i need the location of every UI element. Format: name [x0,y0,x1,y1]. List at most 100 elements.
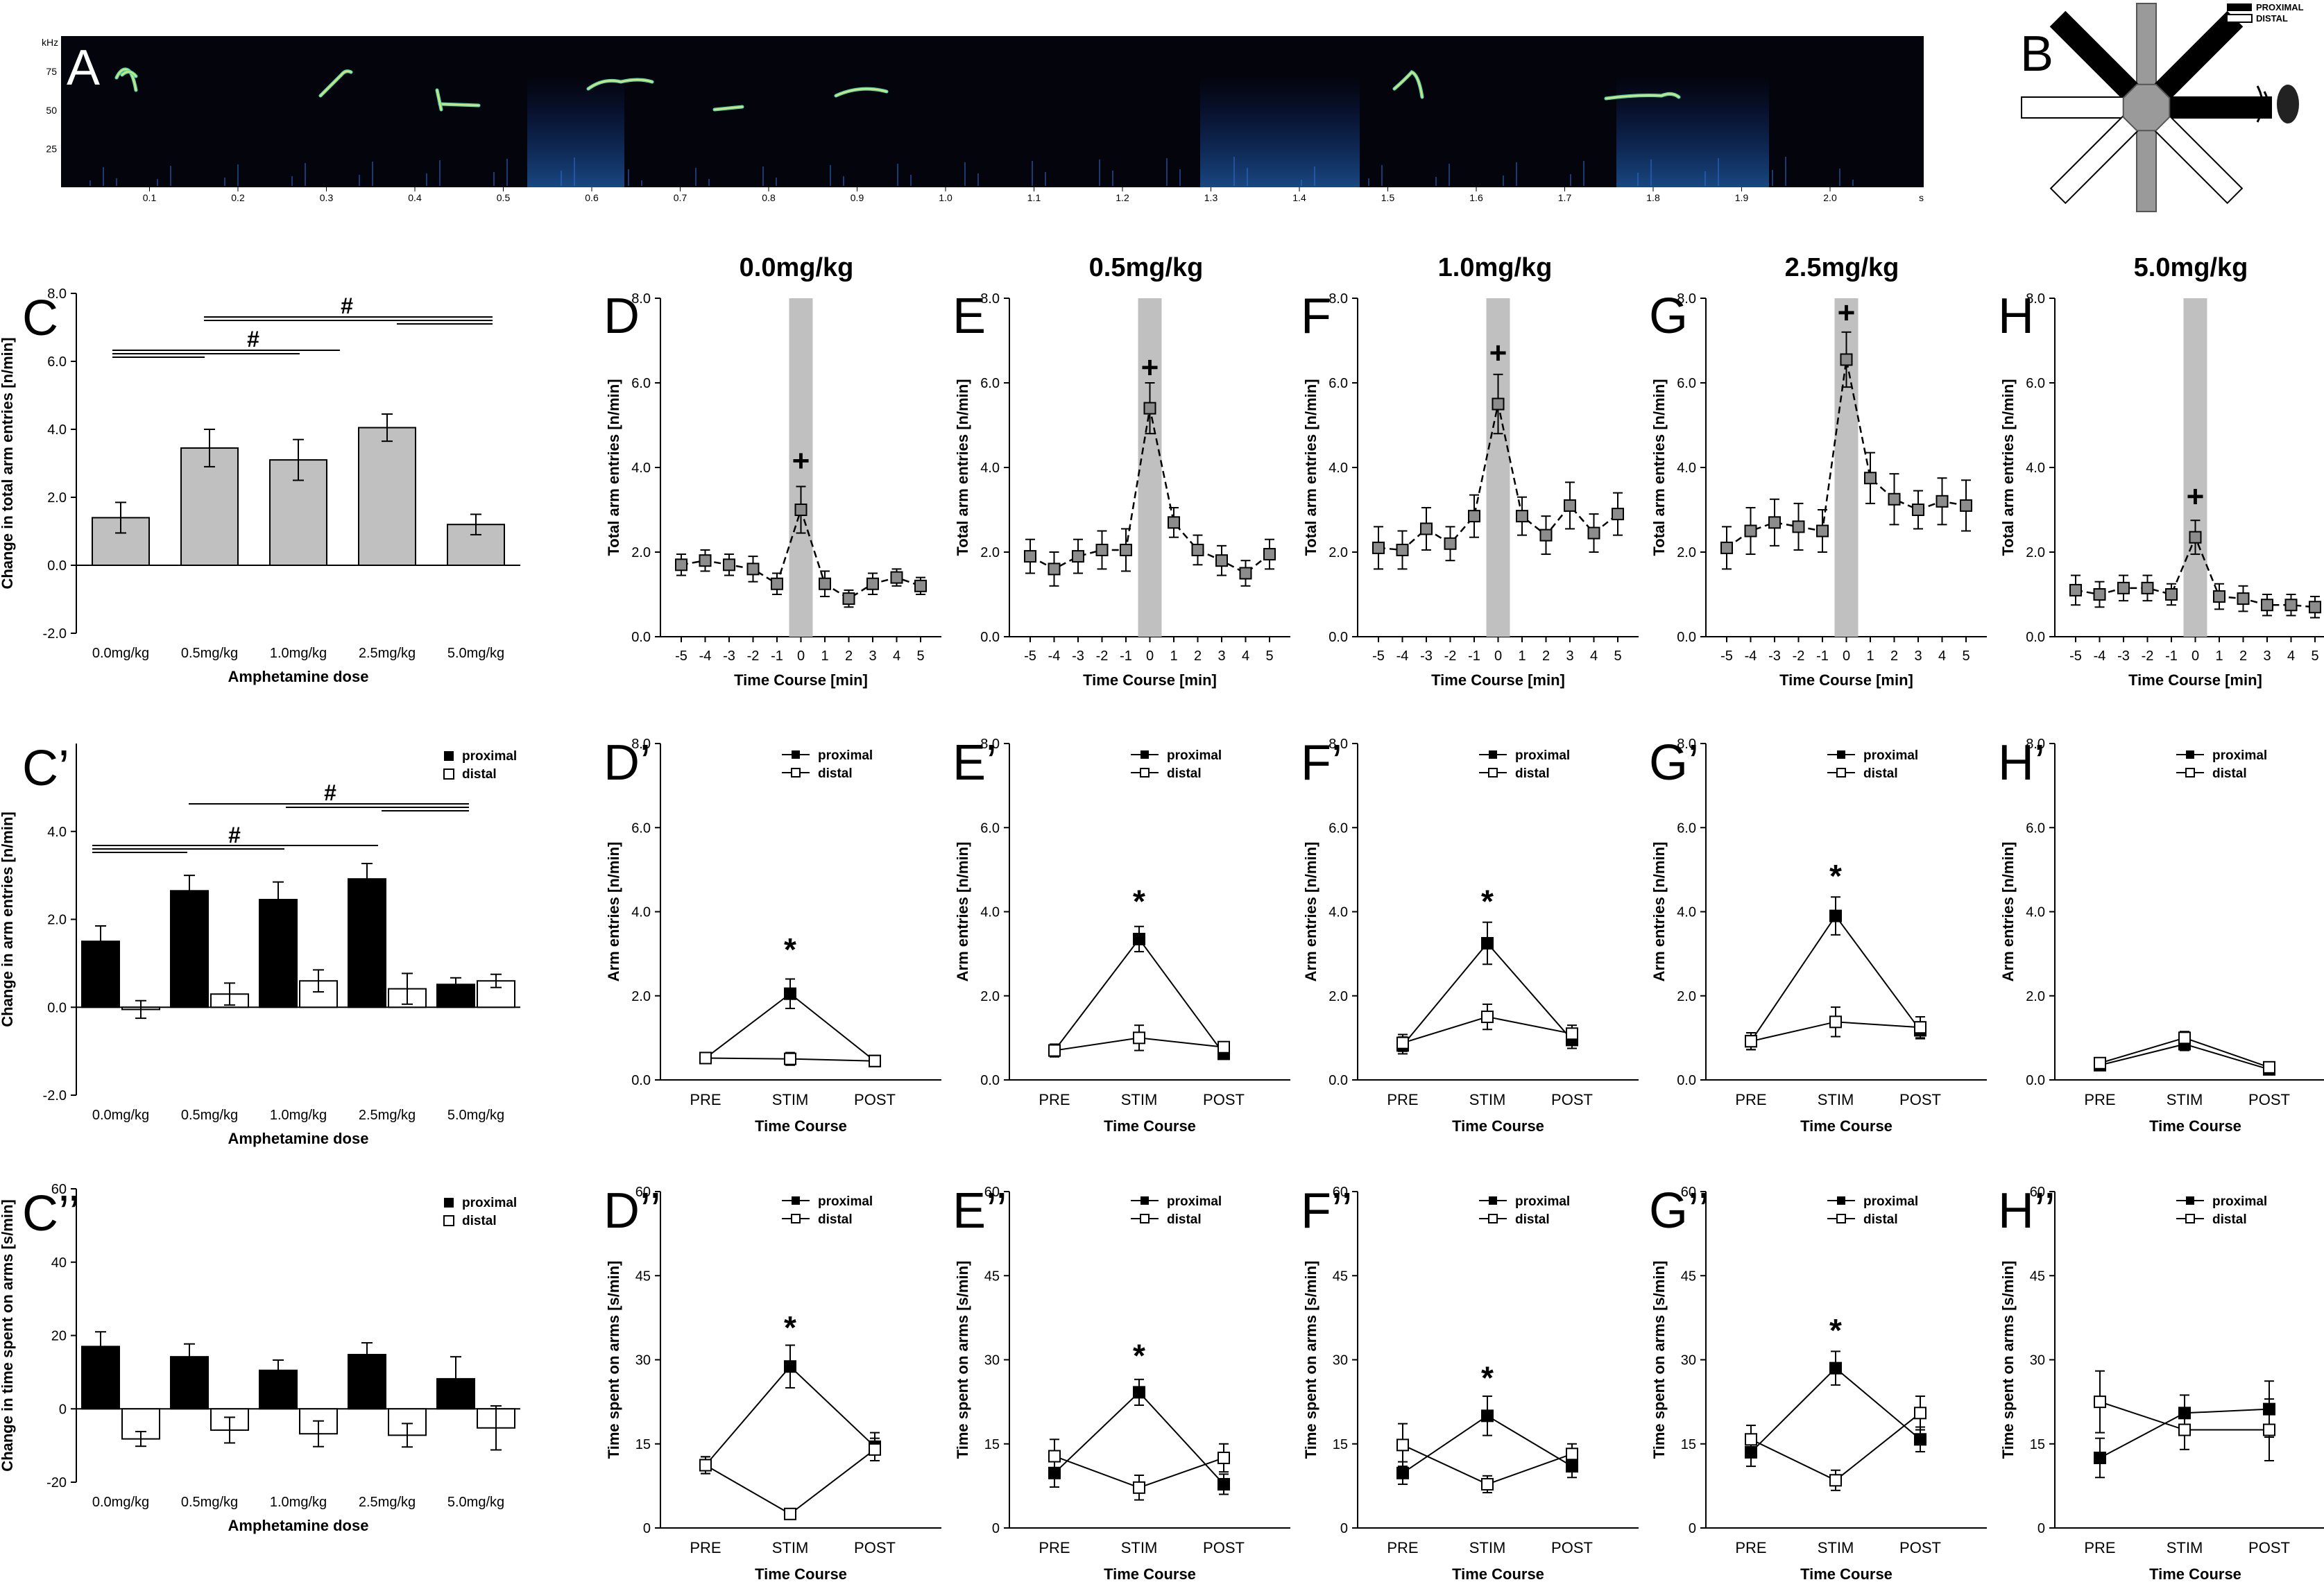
y-tick-label: 8.0 [1677,737,1696,752]
y-axis-label: Total arm entries [n/min] [954,379,971,556]
y-tick-label: 15 [984,1437,1000,1452]
maze-arm-distal [2021,96,2125,119]
legend-label-distal: distal [818,766,853,781]
x-tick-label: PRE [690,1539,721,1556]
y-tick-label: 8.0 [631,737,651,752]
data-point [1468,510,1480,523]
maze-arm-proximal [2168,96,2272,119]
legend-label-proximal: proximal [2212,1194,2267,1209]
x-axis-label: Time Course [min] [2128,671,2262,689]
spectrogram-x-tick-label: 0.2 [231,192,245,203]
data-point-proximal [2094,1451,2106,1464]
x-tick-label: STIM [2167,1091,2203,1108]
chart-panel-c: C -2.0 0.0 2.0 4.0 6.0 8.0 Change in total arm … [0,286,520,685]
data-point [1191,543,1204,556]
legend-swatch-proximal [444,751,454,761]
significance-hash: # [247,327,259,352]
legend-marker-distal [791,768,801,778]
legend-label-proximal: proximal [1863,1194,1918,1209]
y-tick-label: 2.0 [47,490,67,506]
y-tick-label: 0.0 [47,1000,67,1015]
data-point [1492,397,1505,411]
x-tick-label: STIM [1469,1091,1506,1108]
x-tick-label: POST [2248,1091,2290,1108]
x-tick-label: -1 [1120,649,1132,664]
y-tick-label: 6.0 [1328,821,1348,836]
x-tick-label: 4 [1938,649,1946,664]
y-tick-label: 45 [635,1269,651,1284]
chart-panel-h: H 0.0 2.0 4.0 6.0 8.0 Total arm entries [n/min… [1998,289,2324,689]
data-point [746,562,760,576]
y-axis-label: Total arm entries [n/min] [605,379,622,556]
significance-star: * [1829,1312,1842,1348]
data-point [1888,492,1901,506]
significance-hash: # [341,293,353,318]
spectrogram-call-core [121,71,137,77]
column-title-2: 1.0mg/kg [1438,253,1553,282]
legend-marker-distal [791,1214,801,1223]
x-tick-label: 0 [1843,649,1850,664]
spectrogram-x-tick-label: 0.9 [851,192,864,203]
significance-plus: + [1489,336,1507,370]
panel-label: E’’ [952,1183,1007,1239]
x-axis-label: Time Course [1800,1565,1892,1583]
x-axis-label: Amphetamine dose [228,668,369,685]
legend-marker-distal [1836,768,1846,778]
y-axis-label: Arm entries [n/min] [1999,842,2017,982]
x-axis-label: Time Course [2149,1117,2241,1135]
legend-label-proximal: proximal [462,1196,517,1210]
y-tick-label: 8.0 [2026,291,2045,307]
y-tick-label: 45 [2030,1269,2045,1284]
y-axis-label: Total arm entries [n/min] [1302,379,1319,556]
x-tick-label: 5.0mg/kg [447,1495,504,1510]
panel-label: D’ [604,735,651,791]
panel-label: H’ [1998,735,2045,791]
x-tick-label: POST [854,1539,896,1556]
data-point [1143,402,1156,415]
y-axis-label: Total arm entries [n/min] [1650,379,1668,556]
y-tick-label: 0 [1340,1521,1348,1536]
x-tick-label: -2 [747,649,760,664]
spectrogram-x-tick-label: 1.0 [939,192,952,203]
y-tick-label: 2.0 [631,545,651,560]
data-point-distal [1133,1481,1145,1494]
spectrogram-x-tick-label: 0.3 [320,192,334,203]
spectrogram-noise [1200,76,1360,187]
data-point [2237,592,2250,605]
data-point [1816,524,1829,538]
x-tick-label: POST [1551,1091,1593,1108]
spectrogram-x-tick-label: 1.2 [1116,192,1129,203]
significance-plus: + [1838,295,1856,329]
x-tick-label: 4 [1590,649,1598,664]
x-tick-label: 2 [845,649,853,664]
y-tick-label: 60 [1681,1185,1696,1200]
x-tick-label: 1 [2215,649,2223,664]
significance-plus: + [2187,480,2205,514]
x-tick-label: 5 [1962,649,1970,664]
maze-legend-distal-swatch [2226,14,2253,23]
x-tick-label: -2 [1793,649,1805,664]
legend-marker-proximal [1140,1196,1149,1205]
data-point-distal [784,1507,796,1520]
panel-label: E’ [952,735,997,791]
data-point [2165,588,2178,601]
y-tick-label: 0 [1689,1521,1696,1536]
x-tick-label: 5 [1265,649,1273,664]
y-tick-label: 0.0 [980,630,1000,645]
chart-panel-e: E 0.0 2.0 4.0 6.0 8.0 Total arm entries [n/min… [952,289,1290,689]
panel-label: H [1998,289,2034,344]
x-tick-label: 4 [2287,649,2295,664]
y-axis-label: Change in time spent on arms [s/min] [0,1199,16,1471]
data-point-proximal [1396,1466,1409,1479]
data-point [1960,499,1972,512]
legend-label-proximal: proximal [1515,748,1570,763]
data-point [914,579,927,592]
data-point-proximal [1481,936,1494,950]
x-tick-label: 1 [1866,649,1874,664]
y-tick-label: 60 [51,1182,67,1197]
series-line [1726,359,1967,549]
chart-panels: C -2.0 0.0 2.0 4.0 6.0 8.0 Change in total arm … [0,286,2324,1583]
data-point [1587,526,1600,540]
legend-swatch-proximal [444,1198,454,1208]
series-line-proximal [1054,1391,1224,1485]
